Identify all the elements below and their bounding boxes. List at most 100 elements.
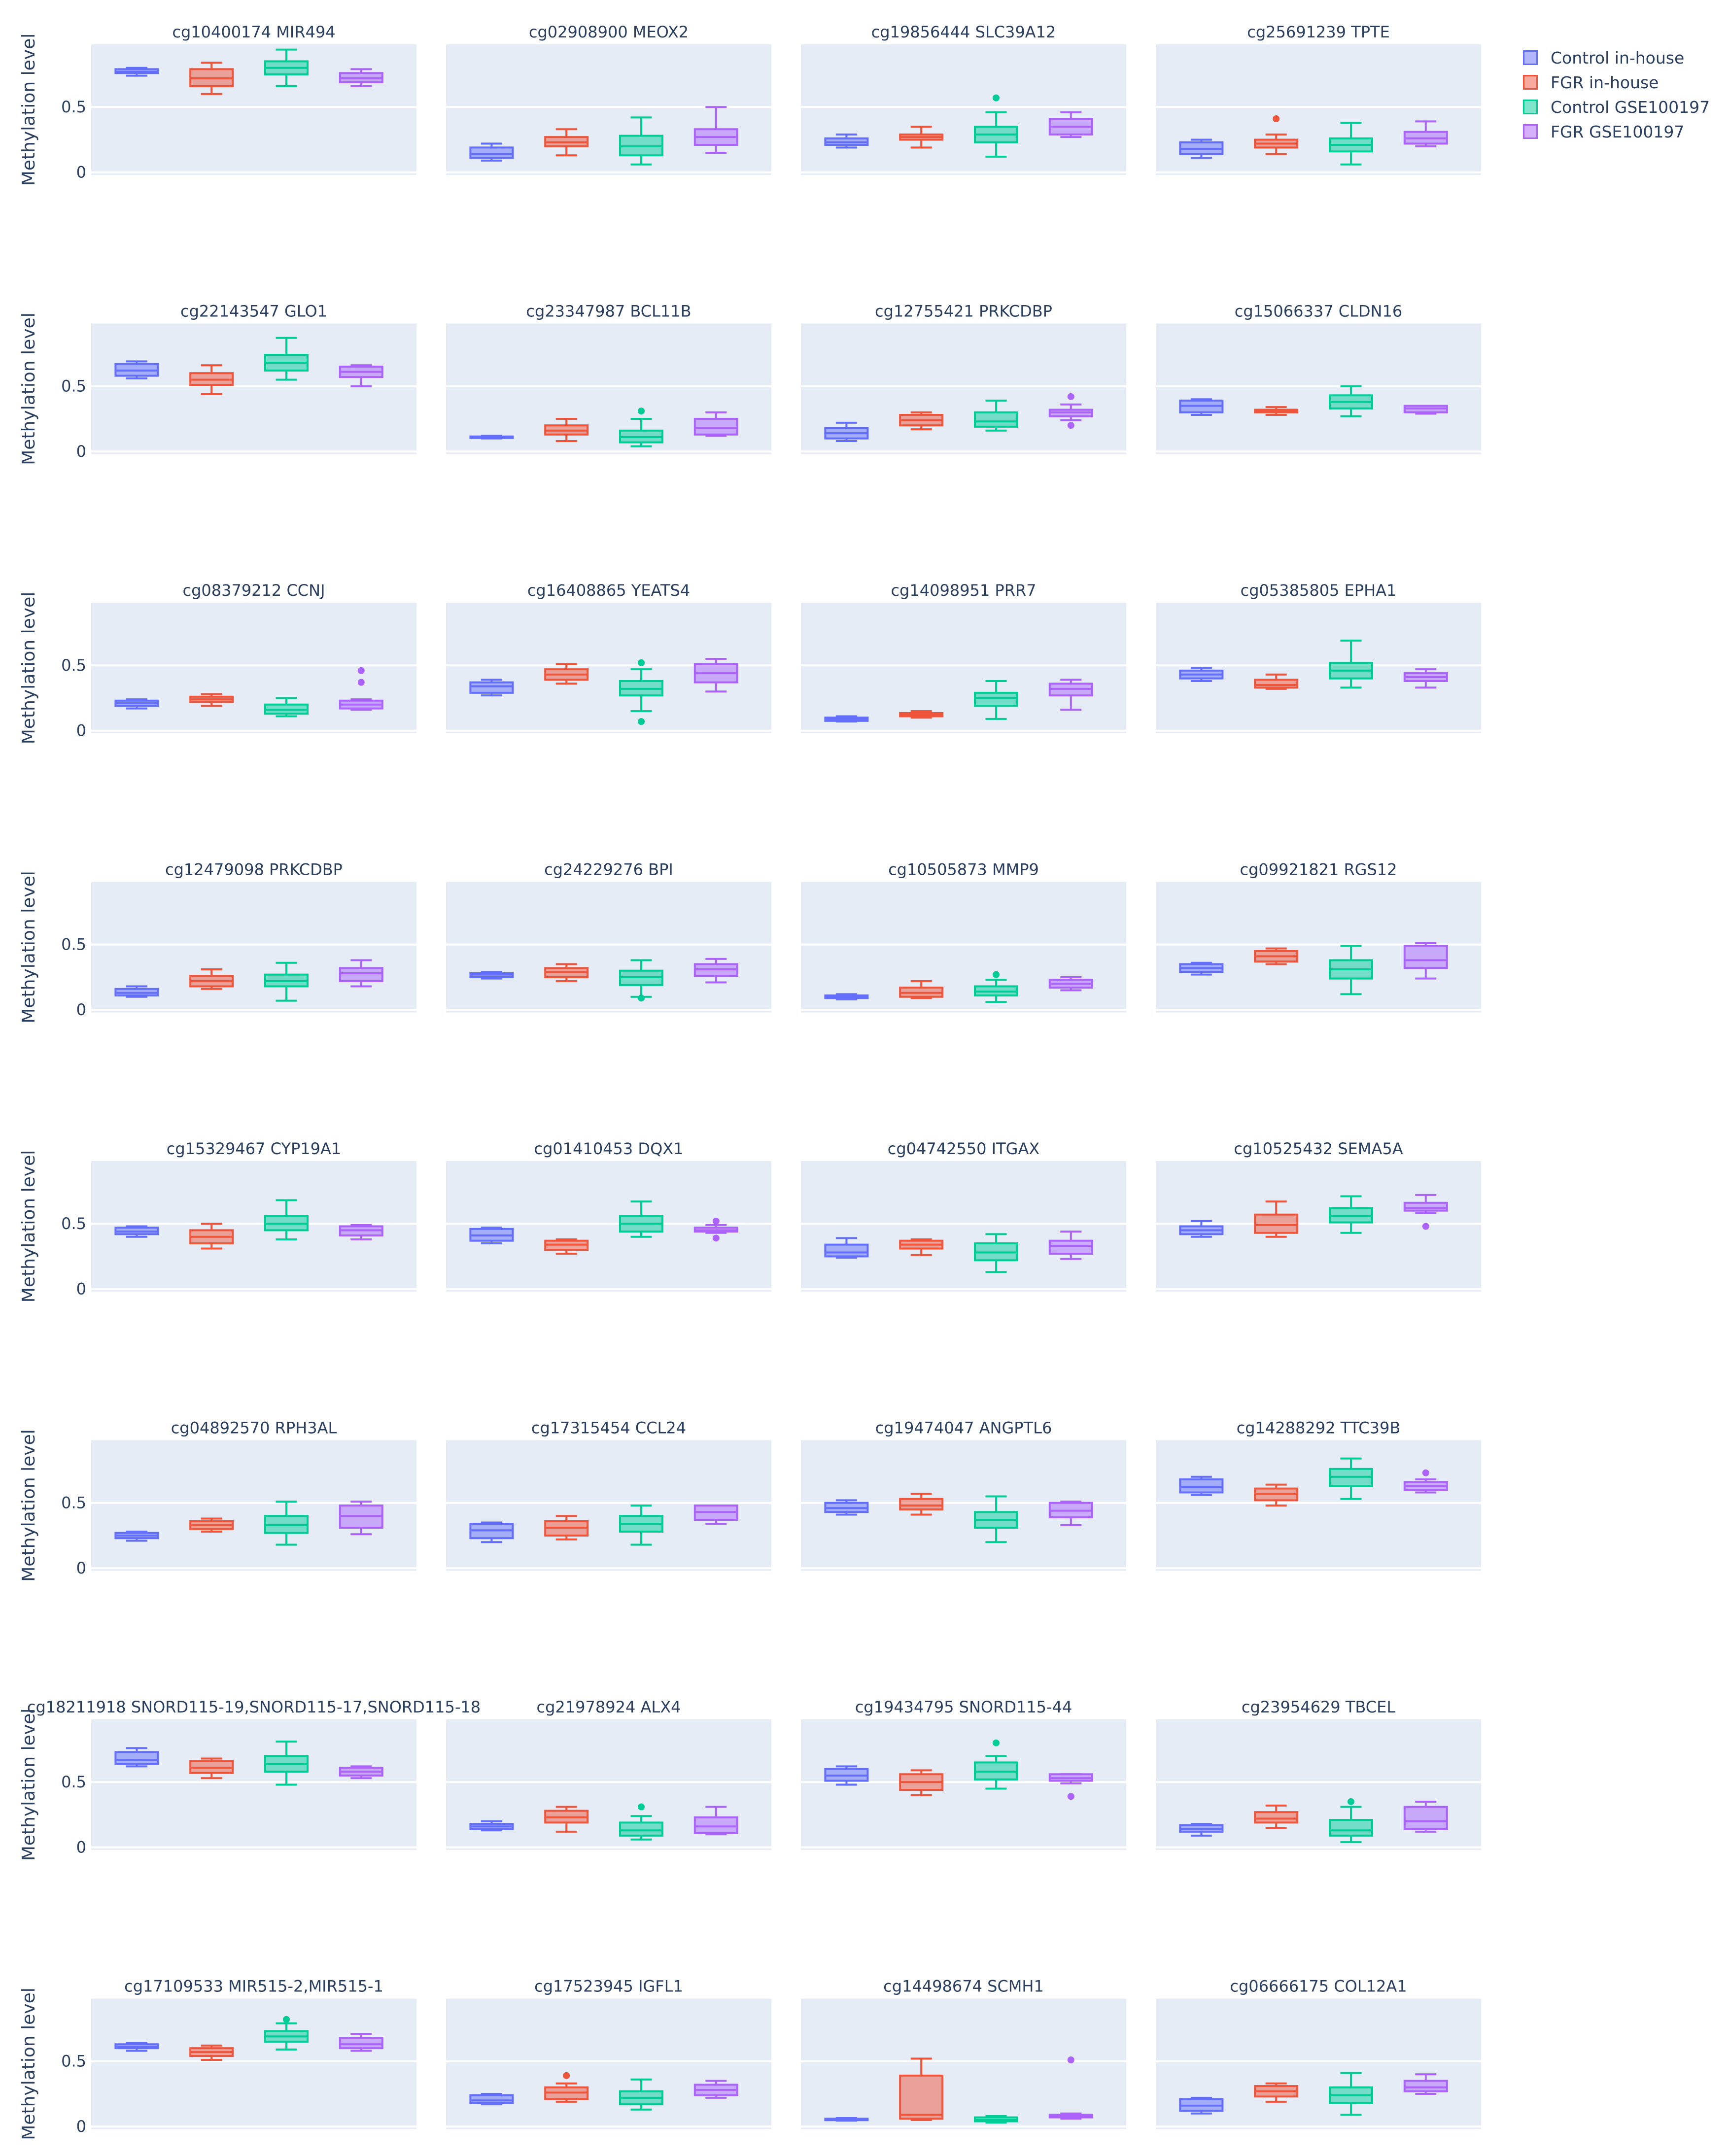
panel-title: cg08379212 CCNJ (182, 581, 325, 600)
box-fgr-in-house (1254, 1804, 1299, 1829)
box-iqr (693, 1816, 738, 1834)
legend-item-control-gse100197[interactable]: Control GSE100197 (1523, 95, 1725, 119)
panel: cg16408865 YEATS4 (446, 581, 771, 733)
box-iqr (1403, 945, 1448, 969)
legend-label-control-inhouse: Control in-house (1551, 48, 1685, 68)
box-control-gse100197 (264, 48, 309, 87)
box-fgr-gse100197 (339, 2033, 383, 2052)
panel: cg17523945 IGFL1 (446, 1977, 771, 2129)
box-fgr-in-house (1254, 947, 1299, 965)
box-fgr-gse100197 (693, 1217, 738, 1242)
box-iqr (114, 1751, 159, 1765)
panel-title: cg24229276 BPI (544, 860, 673, 879)
panel: 0 0.5 cg17109533 MIR515-2,MIR515-1 (61, 1977, 416, 2136)
box-iqr (1329, 1819, 1373, 1837)
box-fgr-in-house (899, 1238, 944, 1256)
legend-item-fgr-gse100197[interactable]: FGR GSE100197 (1523, 119, 1725, 144)
box-fgr-in-house (544, 1515, 589, 1540)
panel: 0 0.5 cg15329467 CYP19A1 (61, 1139, 416, 1299)
panel: 0 0.5 cg18211918 SNORD115-19,SNORD115-17,S… (27, 1698, 481, 1857)
panel: cg10525432 SEMA5A (1156, 1139, 1481, 1292)
box-control-gse100197 (264, 1501, 309, 1546)
panel: cg25691239 TPTE (1156, 23, 1481, 175)
box-fgr-gse100197 (339, 1501, 383, 1536)
plot-area (91, 1719, 416, 1850)
box-control-gse100197 (1329, 1195, 1373, 1234)
panel: cg17315454 CCL24 (446, 1419, 771, 1571)
box-fgr-in-house (1254, 1200, 1299, 1238)
outlier-point (638, 1803, 645, 1811)
panel-title: cg04742550 ITGAX (888, 1139, 1040, 1158)
y-axis-title: Methylation level (19, 592, 39, 745)
box-iqr (1403, 2080, 1448, 2092)
box-control-gse100197 (1329, 945, 1373, 995)
box-iqr (1179, 1478, 1224, 1494)
y-axis-title: Methylation level (19, 1429, 39, 1582)
y-axis-title: Methylation level (19, 871, 39, 1024)
plot-area (446, 1161, 771, 1292)
panel-title: cg14098951 PRR7 (891, 581, 1036, 600)
box-control-gse100197 (264, 2016, 309, 2051)
y-tick-label: 0.5 (61, 2052, 86, 2071)
panel: cg05385805 EPHA1 (1156, 581, 1481, 733)
box-fgr-gse100197 (1048, 1231, 1093, 1260)
legend-label-fgr-inhouse: FGR in-house (1551, 72, 1659, 92)
box-control-gse100197 (974, 1495, 1018, 1543)
box-fgr-gse100197 (693, 411, 738, 437)
plot-area (446, 1998, 771, 2129)
box-fgr-in-house (899, 1493, 944, 1516)
box-control-in-house (1179, 398, 1224, 416)
panel-title: cg25691239 TPTE (1247, 23, 1390, 41)
plot-area (801, 1161, 1126, 1292)
plot-area (1156, 323, 1481, 454)
panel: cg14498674 SCMH1 (801, 1977, 1126, 2129)
panel: 0 0.5 cg12479098 PRKCDBP (61, 860, 416, 1019)
box-fgr-gse100197 (339, 1224, 383, 1240)
y-tick-label: 0 (76, 1838, 86, 1857)
box-control-gse100197 (974, 1739, 1018, 1790)
legend-label-control-gse100197: Control GSE100197 (1551, 97, 1710, 117)
box-fgr-gse100197 (339, 364, 383, 387)
box-fgr-gse100197 (693, 657, 738, 693)
box-control-in-house (824, 1765, 869, 1786)
box-control-in-house (469, 435, 514, 440)
box-control-gse100197 (619, 1505, 663, 1546)
box-control-in-house (114, 1531, 159, 1542)
box-iqr (974, 691, 1018, 707)
panel-title: cg02908900 MEOX2 (529, 23, 689, 41)
box-fgr-gse100197 (693, 958, 738, 984)
box-fgr-gse100197 (1048, 976, 1093, 992)
y-axis-title: Methylation level (19, 1709, 39, 1861)
box-fgr-in-house (544, 2072, 589, 2103)
box-control-in-house (469, 2092, 514, 2106)
box-control-gse100197 (264, 1199, 309, 1240)
panel-title: cg04892570 RPH3AL (171, 1419, 337, 1437)
box-iqr (1048, 1239, 1093, 1255)
box-fgr-in-house (899, 411, 944, 431)
panel-title: cg23954629 TBCEL (1242, 1698, 1395, 1716)
box-iqr (469, 681, 514, 694)
box-control-gse100197 (974, 2115, 1018, 2124)
panel-title: cg19474047 ANGPTL6 (875, 1419, 1052, 1437)
legend-item-control-inhouse[interactable]: Control in-house (1523, 45, 1725, 70)
outlier-point (993, 971, 1000, 978)
box-fgr-in-house (544, 1806, 589, 1833)
panel: cg23347987 BCL11B (446, 302, 771, 454)
box-fgr-in-house (189, 1517, 234, 1533)
box-fgr-in-house (544, 1238, 589, 1255)
plot-area (801, 1998, 1126, 2129)
box-fgr-gse100197 (1048, 1501, 1093, 1526)
box-fgr-in-house (1254, 406, 1299, 416)
outlier-point (1067, 393, 1074, 400)
box-control-in-house (1179, 961, 1224, 976)
outlier-point (712, 1234, 720, 1242)
panel-title: cg14498674 SCMH1 (883, 1977, 1044, 1996)
box-fgr-gse100197 (1403, 405, 1448, 415)
box-control-gse100197 (264, 697, 309, 718)
y-tick-label: 0 (76, 1000, 86, 1019)
legend-item-fgr-inhouse[interactable]: FGR in-house (1523, 70, 1725, 95)
outlier-point (638, 718, 645, 725)
panel: cg09921821 RGS12 (1156, 860, 1481, 1013)
box-fgr-gse100197 (1048, 111, 1093, 138)
box-fgr-in-house (189, 1223, 234, 1250)
